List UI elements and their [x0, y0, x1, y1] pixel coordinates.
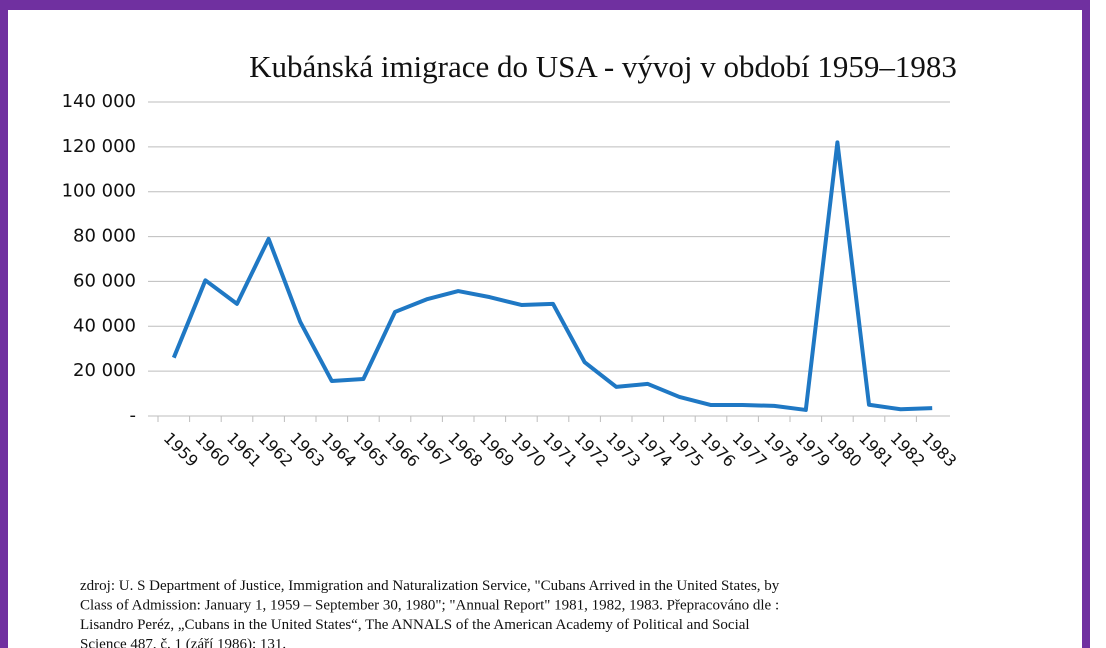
y-tick-label: 140 000: [62, 91, 136, 112]
y-tick-label: 120 000: [62, 136, 136, 157]
x-tick-label: 1973: [602, 429, 644, 471]
x-tick-label: 1982: [887, 429, 929, 471]
source-note: Science 487, č. 1 (září 1986): 131.: [80, 637, 286, 648]
x-tick-label: 1970: [507, 429, 549, 471]
x-tick-label: 1974: [634, 429, 676, 471]
chart-title: Kubánská imigrace do USA - vývoj v obdob…: [249, 49, 957, 84]
x-tick-label: 1972: [571, 429, 613, 471]
x-tick-label: 1971: [539, 429, 581, 471]
x-tick-label: 1961: [223, 429, 265, 471]
x-tick-label: 1968: [444, 429, 486, 471]
y-tick-label: -: [130, 405, 137, 426]
x-tick-label: 1959: [160, 429, 202, 471]
y-tick-label: 60 000: [73, 270, 136, 291]
x-tick-label: 1963: [286, 429, 328, 471]
x-tick-label: 1978: [760, 429, 802, 471]
source-note: Class of Admission: January 1, 1959 – Se…: [80, 598, 779, 614]
y-tick-label: 40 000: [73, 315, 136, 336]
x-tick-label: 1964: [318, 429, 360, 471]
source-note: zdroj: U. S Department of Justice, Immig…: [80, 578, 780, 594]
x-tick-label: 1967: [413, 429, 455, 471]
x-tick-label: 1980: [823, 429, 865, 471]
x-tick-label: 1977: [729, 429, 771, 471]
x-tick-label: 1983: [918, 429, 960, 471]
x-tick-label: 1969: [476, 429, 518, 471]
x-tick-label: 1976: [697, 429, 739, 471]
x-tick-label: 1966: [381, 429, 423, 471]
x-tick-label: 1960: [191, 429, 233, 471]
x-tick-label: 1975: [665, 429, 707, 471]
x-tick-label: 1962: [255, 429, 297, 471]
source-note: Lisandro Peréz, „Cubans in the United St…: [80, 617, 750, 633]
y-tick-label: 20 000: [73, 360, 136, 381]
y-tick-label: 100 000: [62, 181, 136, 202]
x-tick-label: 1979: [792, 429, 834, 471]
x-tick-label: 1981: [855, 429, 897, 471]
x-tick-label: 1965: [349, 429, 391, 471]
y-tick-label: 80 000: [73, 226, 136, 247]
line: [171, 140, 933, 412]
